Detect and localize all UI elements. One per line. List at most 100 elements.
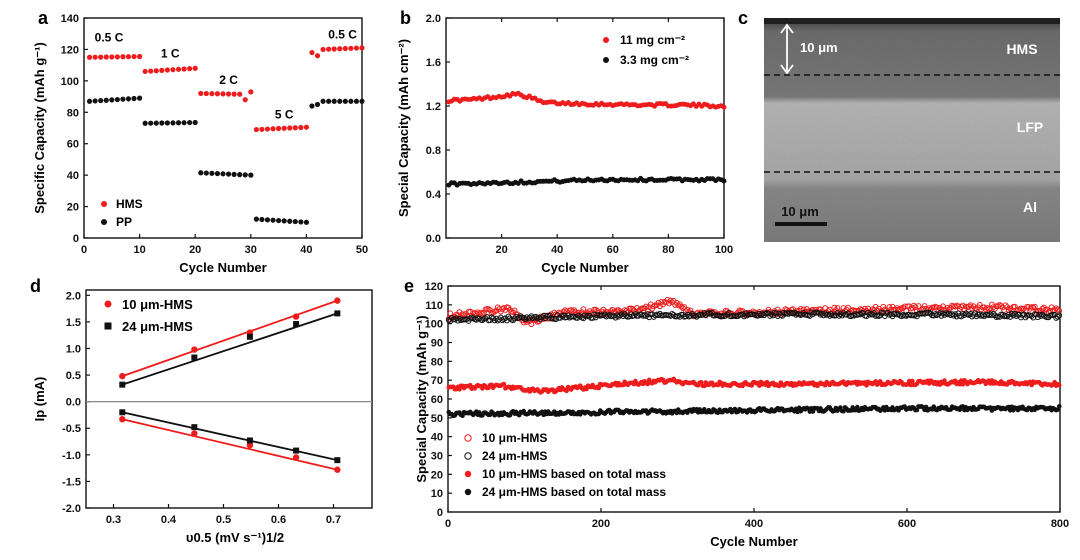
point-hms (220, 91, 226, 97)
point-pp (320, 98, 326, 104)
data-point (863, 313, 870, 319)
data-point (457, 386, 462, 392)
data-point (1054, 313, 1061, 320)
point-pp (137, 95, 143, 101)
data-point (589, 315, 596, 321)
point-pp (159, 120, 165, 126)
data-point (967, 302, 974, 309)
data-point (946, 310, 952, 317)
data-point (667, 297, 674, 304)
y-tick-label: 60 (431, 394, 443, 406)
point-hms (225, 91, 232, 97)
point-pp (348, 98, 354, 104)
x-tick-label: 600 (898, 518, 916, 530)
point-hms (114, 54, 120, 60)
point-pp (303, 219, 309, 225)
legend-label: PP (116, 215, 132, 229)
point-pp (281, 218, 287, 224)
point-pp (220, 171, 226, 177)
point-hms (231, 91, 237, 97)
point-pp (353, 98, 360, 104)
data-point (914, 407, 920, 413)
point-hms (259, 126, 265, 132)
point-pp (326, 98, 332, 104)
data-point (246, 437, 253, 444)
rate-label: 5 C (275, 108, 294, 122)
x-tick-label: 20 (495, 244, 507, 256)
y-tick-label: 40 (431, 432, 443, 444)
data-point (921, 303, 928, 309)
y-tick-label: 120 (425, 281, 443, 293)
legend-label: 24 μm-HMS (482, 449, 547, 463)
data-point (292, 454, 300, 461)
point-pp (270, 217, 276, 223)
data-point (1056, 404, 1062, 409)
panel-a-chart: 0 10 20 30 40 50 0 20 40 60 80 100 120 140 Cycle Numbe… (32, 8, 368, 275)
x-tick-label: 200 (592, 518, 610, 530)
y-tick-label: 0.8 (426, 145, 441, 157)
data-point (460, 413, 465, 419)
layer-label-al: Al (1023, 199, 1037, 215)
legend-label: HMS (116, 197, 143, 211)
y-tick-label: 0 (73, 233, 79, 245)
legend-marker (101, 219, 107, 225)
point-hms (209, 91, 215, 97)
legend-label: 24 μm-HMS based on total mass (482, 485, 666, 499)
data-point (533, 313, 539, 320)
point-hms (287, 125, 293, 131)
data-point (910, 378, 915, 384)
data-point (854, 404, 860, 410)
point-hms (292, 125, 298, 131)
data-point (1027, 305, 1034, 312)
point-pp (181, 120, 187, 126)
data-point (580, 306, 587, 313)
sem-top-edge (764, 18, 1060, 24)
data-point (293, 321, 300, 328)
point-pp (203, 170, 209, 176)
point-hms (164, 67, 170, 73)
point-pp (248, 172, 254, 178)
y-tick-label: 80 (431, 356, 443, 368)
fit-line (122, 418, 338, 471)
point-hms (309, 49, 315, 56)
point-pp (164, 120, 170, 126)
x-tick-label: 60 (607, 244, 619, 256)
data-point (568, 307, 575, 313)
point-hms (192, 65, 198, 71)
legend-label: 11 mg cm⁻² (620, 33, 685, 47)
point-hms (303, 124, 309, 130)
data-point (1008, 310, 1015, 317)
y-tick-label: 0 (437, 507, 443, 519)
x-tick-label: 100 (715, 244, 733, 256)
legend-marker (464, 434, 472, 442)
y-tick-label: 20 (431, 469, 443, 481)
point-pp (148, 120, 154, 126)
y-tick-label: 1.0 (66, 343, 81, 355)
x-tick-label: 30 (245, 244, 257, 256)
legend-marker (603, 57, 609, 63)
thickness-arrow (780, 23, 794, 75)
y-axis-label: Ip (mA) (32, 377, 47, 422)
x-tick-label: 80 (662, 244, 674, 256)
point-pp (114, 96, 120, 103)
y-tick-label: 1.5 (66, 317, 81, 329)
x-axis-label: Cycle Number (179, 260, 266, 275)
point-hms (92, 54, 98, 60)
data-point (767, 313, 773, 319)
x-axis-label: Cycle Number (710, 534, 797, 549)
data-point (119, 409, 126, 416)
data-point (592, 306, 599, 313)
data-point (119, 416, 126, 423)
y-tick-label: 100 (425, 319, 443, 331)
data-point (546, 312, 553, 319)
data-point (1056, 382, 1062, 388)
y-tick-label: 90 (431, 338, 443, 350)
data-point (1056, 312, 1063, 319)
point-hms (320, 46, 326, 53)
data-point (834, 309, 841, 316)
data-point (836, 312, 842, 319)
rate-label: 1 C (161, 46, 180, 60)
data-point (1004, 304, 1011, 310)
data-point (950, 312, 957, 319)
point-hms (153, 68, 159, 74)
